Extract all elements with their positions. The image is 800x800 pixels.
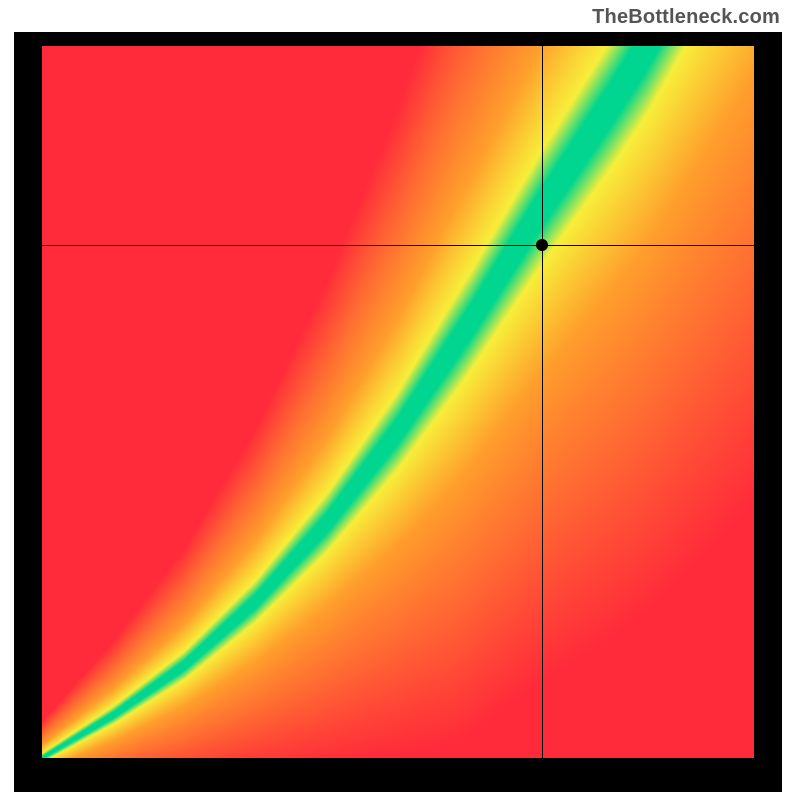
- plot-area: [42, 46, 754, 758]
- chart-container: TheBottleneck.com: [0, 0, 800, 800]
- watermark-text: TheBottleneck.com: [592, 6, 780, 29]
- data-point-marker: [536, 239, 548, 251]
- crosshair-vertical: [542, 46, 543, 758]
- chart-frame: [14, 32, 782, 792]
- crosshair-horizontal: [42, 245, 754, 246]
- heatmap-canvas: [42, 46, 754, 758]
